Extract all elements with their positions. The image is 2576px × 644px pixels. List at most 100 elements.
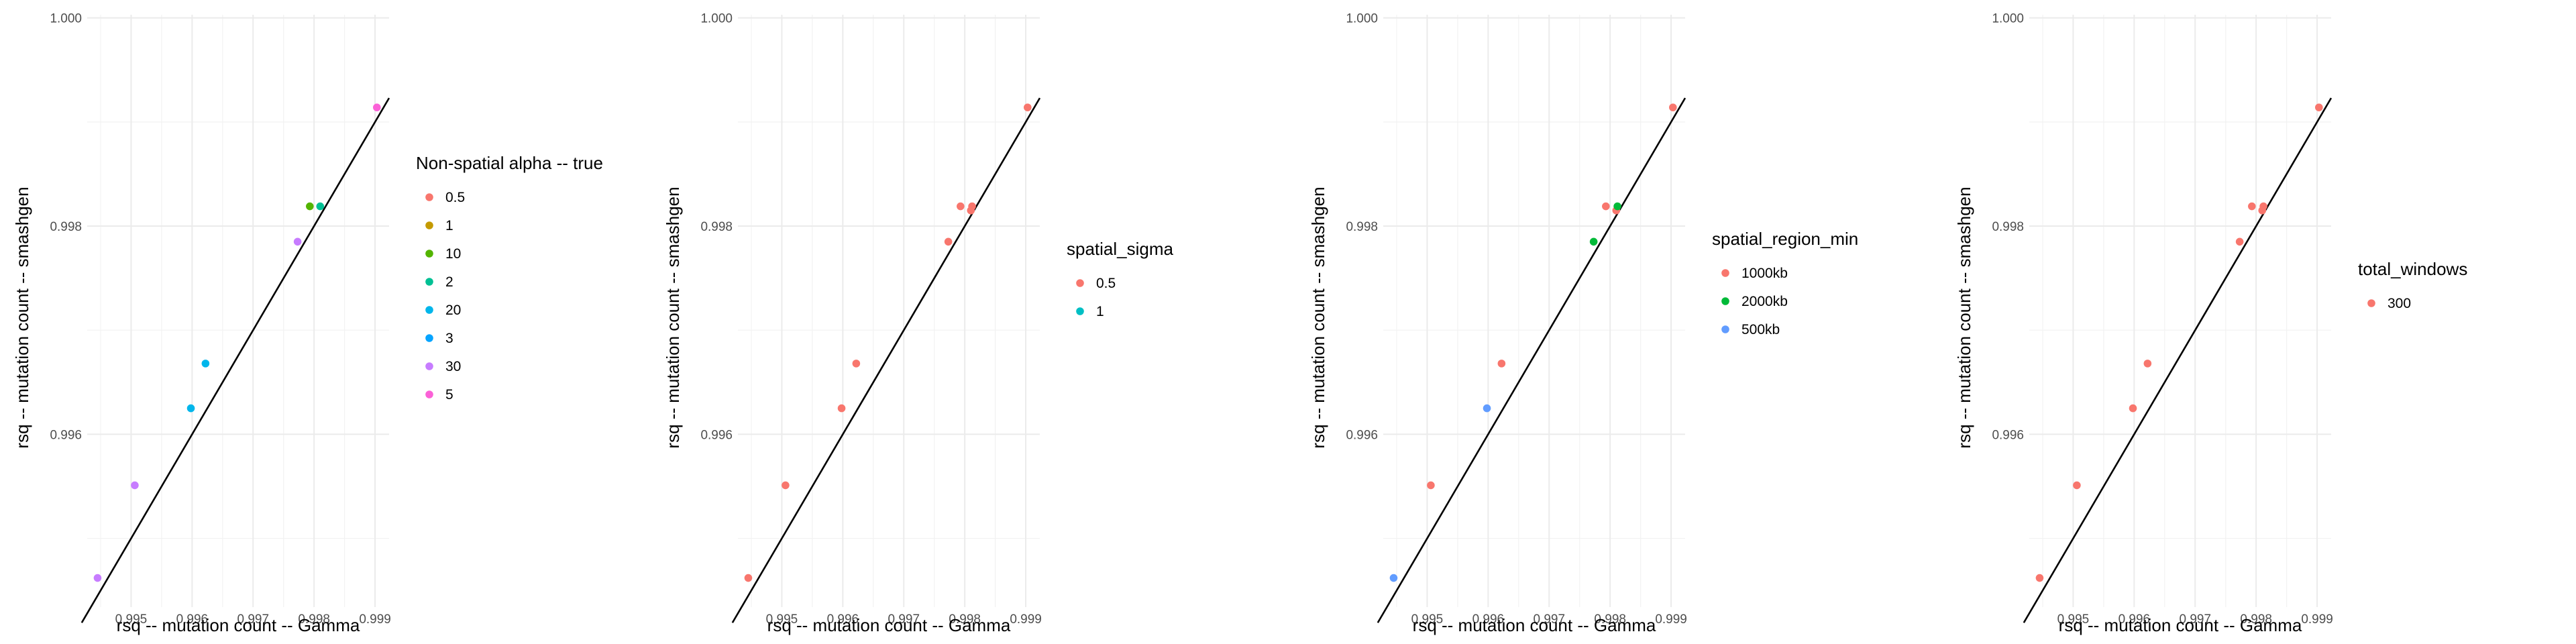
data-point	[2035, 574, 2044, 582]
legend-title: spatial_region_min	[1712, 229, 1858, 249]
reference-line	[80, 97, 390, 623]
legend-title: spatial_sigma	[1067, 239, 1174, 259]
data-point	[1497, 360, 1506, 368]
x-axis-label: rsq -- mutation count -- Gamma	[2059, 615, 2302, 635]
data-point	[1389, 574, 1398, 582]
x-tick-label: 0.996	[176, 612, 209, 627]
legend-label: 5	[445, 387, 453, 402]
legend-key	[1721, 297, 1729, 305]
chart-panel-4: 0.995 0.996 0.997 0.998 0.999 0.996 0.998 1.000…	[1954, 12, 2467, 635]
legend-item: 1000kb	[1721, 266, 1788, 281]
x-tick-label: 0.998	[298, 612, 330, 627]
x-tick-label: 0.998	[2240, 612, 2272, 627]
legend: total_windows 300	[2358, 259, 2467, 311]
legend-title: total_windows	[2358, 259, 2467, 279]
legend: spatial_sigma 0.5 1	[1067, 239, 1174, 319]
x-tick-label: 0.996	[827, 612, 859, 627]
legend-key	[425, 390, 433, 398]
data-point	[2073, 481, 2081, 490]
y-tick-label: 0.996	[50, 428, 82, 442]
legend-label: 0.5	[445, 190, 465, 205]
y-tick-label: 0.996	[1346, 428, 1378, 442]
data-point	[93, 574, 102, 582]
chart-panel-1: 0.995 0.996 0.997 0.998 0.999 0.996 0.998 1.000…	[12, 12, 603, 635]
y-tick-label: 1.000	[1992, 12, 2024, 26]
legend-key	[425, 334, 433, 342]
x-tick-label: 0.995	[766, 612, 798, 627]
legend-label: 1000kb	[1741, 266, 1788, 281]
data-point	[1613, 202, 1621, 211]
legend-key	[425, 362, 433, 370]
legend-title: Non-spatial alpha -- true	[416, 153, 603, 173]
x-tick-label: 0.995	[115, 612, 148, 627]
y-tick-label: 0.996	[700, 428, 733, 442]
data-point	[2248, 202, 2256, 211]
chart-panel-2: 0.995 0.996 0.997 0.998 0.999 0.996 0.998 1.000…	[663, 12, 1174, 635]
chart-panel-3: 0.995 0.996 0.997 0.998 0.999 0.996 0.998 1.000…	[1308, 12, 1858, 635]
legend-item: 1	[425, 218, 453, 233]
data-point	[2315, 103, 2323, 111]
data-point	[2129, 404, 2137, 413]
legend-key	[1076, 307, 1084, 315]
legend-label: 0.5	[1096, 276, 1116, 291]
legend: spatial_region_min 1000kb 2000kb 500kb	[1712, 229, 1858, 337]
legend-item: 2	[425, 274, 453, 290]
x-tick-label: 0.999	[359, 612, 391, 627]
legend-key	[1076, 279, 1084, 287]
data-point	[293, 237, 302, 246]
legend-label: 2	[445, 274, 453, 290]
legend-item: 0.5	[1076, 276, 1116, 291]
data-point	[1602, 202, 1610, 211]
legend-item: 30	[425, 359, 461, 374]
data-point	[131, 481, 139, 490]
data-point	[2259, 202, 2267, 211]
x-tick-label: 0.995	[1411, 612, 1444, 627]
legend-label: 30	[445, 359, 461, 374]
legend-label: 1	[1096, 304, 1104, 319]
y-tick-label: 0.998	[50, 220, 82, 234]
x-tick-label: 0.996	[1472, 612, 1505, 627]
data-point	[1483, 404, 1491, 413]
legend-item: 1	[1076, 304, 1104, 319]
y-axis-label: rsq -- mutation count -- smashgen	[1308, 186, 1328, 448]
data-point	[782, 481, 790, 490]
data-point	[186, 404, 195, 413]
reference-line	[731, 97, 1041, 623]
legend-item: 3	[425, 331, 453, 346]
y-tick-label: 0.998	[1992, 220, 2024, 234]
y-tick-label: 0.998	[700, 220, 733, 234]
legend-item: 2000kb	[1721, 294, 1788, 309]
legend: Non-spatial alpha -- true 0.5 1 10 2 20 3 30 5	[416, 153, 603, 402]
legend-item: 10	[425, 246, 461, 262]
y-tick-label: 1.000	[1346, 12, 1378, 26]
data-point	[316, 202, 325, 211]
legend-key	[425, 221, 433, 229]
legend-key	[425, 193, 433, 201]
data-point	[2235, 237, 2244, 246]
legend-label: 2000kb	[1741, 294, 1788, 309]
data-point	[1669, 103, 1677, 111]
legend-label: 1	[445, 218, 453, 233]
y-axis-label: rsq -- mutation count -- smashgen	[663, 186, 683, 448]
reference-line	[1377, 97, 1686, 623]
legend-label: 20	[445, 303, 461, 318]
data-point	[201, 360, 210, 368]
data-point	[852, 360, 861, 368]
x-tick-label: 0.996	[2118, 612, 2151, 627]
legend-label: 500kb	[1741, 322, 1780, 337]
legend-key	[1721, 325, 1729, 333]
legend-key	[2367, 299, 2375, 307]
legend-item: 5	[425, 387, 453, 402]
y-tick-label: 0.998	[1346, 220, 1378, 234]
x-tick-label: 0.997	[237, 612, 269, 627]
data-point	[944, 237, 953, 246]
legend-key	[1721, 269, 1729, 277]
x-tick-label: 0.997	[2179, 612, 2211, 627]
reference-line	[2023, 97, 2332, 623]
data-point	[1589, 237, 1598, 246]
legend-item: 20	[425, 303, 461, 318]
legend-key	[425, 306, 433, 314]
data-point	[2143, 360, 2152, 368]
legend-label: 10	[445, 246, 461, 262]
